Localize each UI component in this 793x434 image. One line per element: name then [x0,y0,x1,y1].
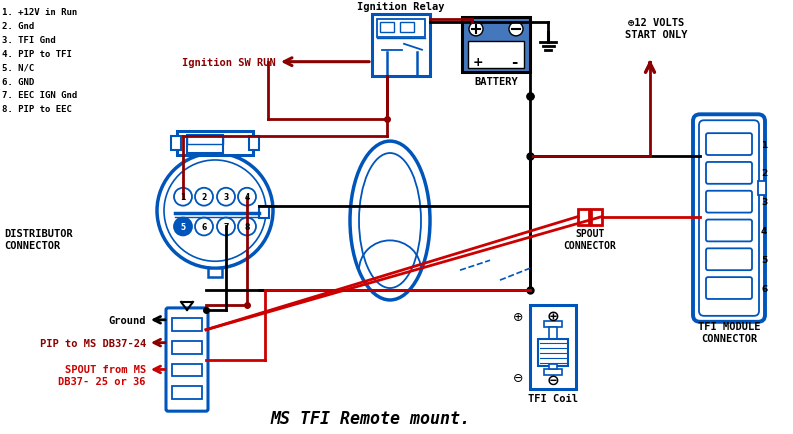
Bar [172,318,202,331]
Bar [372,15,430,76]
FancyBboxPatch shape [706,277,752,299]
FancyBboxPatch shape [706,249,752,270]
Bar [758,181,766,195]
Bar [544,370,562,375]
Text: 2. Gnd: 2. Gnd [2,22,34,31]
Text: 1. +12V in Run: 1. +12V in Run [2,8,77,17]
Text: ⊕: ⊕ [513,311,523,324]
Text: 3: 3 [761,198,768,207]
Bar [187,136,223,145]
Text: 8: 8 [244,223,250,231]
Text: ⊕: ⊕ [546,308,559,322]
Text: ⊖: ⊖ [546,372,559,387]
Bar [538,339,568,367]
Text: -: - [511,55,517,70]
Bar [578,209,589,225]
Text: DB37- 25 or 36: DB37- 25 or 36 [59,377,146,387]
Bar [377,20,425,38]
Bar [468,42,524,69]
Circle shape [509,23,523,37]
Text: Ground: Ground [109,315,146,325]
Text: 6: 6 [761,284,768,293]
Bar [591,209,602,225]
Text: 7. EEC IGN Gnd: 7. EEC IGN Gnd [2,91,77,100]
Text: ⊖: ⊖ [513,371,523,384]
FancyBboxPatch shape [706,163,752,184]
FancyBboxPatch shape [706,134,752,156]
Bar [249,137,259,151]
Text: 5: 5 [761,255,768,264]
Bar [544,321,562,327]
Text: 5: 5 [181,223,186,231]
Text: 2: 2 [761,169,768,178]
Text: +: + [473,56,483,69]
Text: 3. TFI Gnd: 3. TFI Gnd [2,36,56,45]
Text: 2: 2 [201,193,207,202]
Text: 4: 4 [761,227,768,235]
Circle shape [174,218,192,236]
Text: MS TFI Remote mount.: MS TFI Remote mount. [270,409,470,427]
Text: CONNECTOR: CONNECTOR [4,241,60,251]
Text: Ignition SW RUN: Ignition SW RUN [182,58,276,68]
Text: 1: 1 [180,193,186,202]
Text: PIP to MS DB37-24: PIP to MS DB37-24 [40,338,146,348]
Text: DISTRIBUTOR: DISTRIBUTOR [4,229,73,239]
Text: 7: 7 [224,223,228,231]
Bar [172,364,202,377]
Text: 8. PIP to EEC: 8. PIP to EEC [2,105,72,114]
Text: TFI MODULE: TFI MODULE [698,321,760,331]
Text: TFI Coil: TFI Coil [528,393,578,403]
Text: BATTERY: BATTERY [474,76,518,86]
Bar [380,23,394,33]
Bar [208,269,222,277]
FancyBboxPatch shape [706,191,752,213]
Bar [549,327,557,339]
Text: SPOUT from MS: SPOUT from MS [65,365,146,375]
Text: CONNECTOR: CONNECTOR [701,333,757,343]
Bar [259,206,269,218]
Bar [549,364,557,370]
Text: Ignition Relay: Ignition Relay [358,2,445,12]
FancyBboxPatch shape [693,115,765,322]
Bar [462,18,530,72]
Text: 4. PIP to TFI: 4. PIP to TFI [2,49,72,59]
Bar [187,136,223,154]
Text: 1: 1 [761,140,768,149]
Text: 5. N/C: 5. N/C [2,63,34,72]
Text: ⊕12 VOLTS
START ONLY: ⊕12 VOLTS START ONLY [625,18,688,39]
FancyBboxPatch shape [706,220,752,242]
Bar [172,386,202,399]
Text: 6. GND: 6. GND [2,77,34,86]
Bar [530,305,576,389]
Bar [177,132,253,156]
Bar [171,137,181,151]
Text: 4: 4 [244,193,250,202]
Text: 3: 3 [224,193,228,202]
Circle shape [469,23,483,37]
Text: SPOUT
CONNECTOR: SPOUT CONNECTOR [564,229,616,250]
FancyBboxPatch shape [166,308,208,411]
Text: 6: 6 [201,223,207,231]
Bar [400,23,414,33]
Bar [172,341,202,354]
